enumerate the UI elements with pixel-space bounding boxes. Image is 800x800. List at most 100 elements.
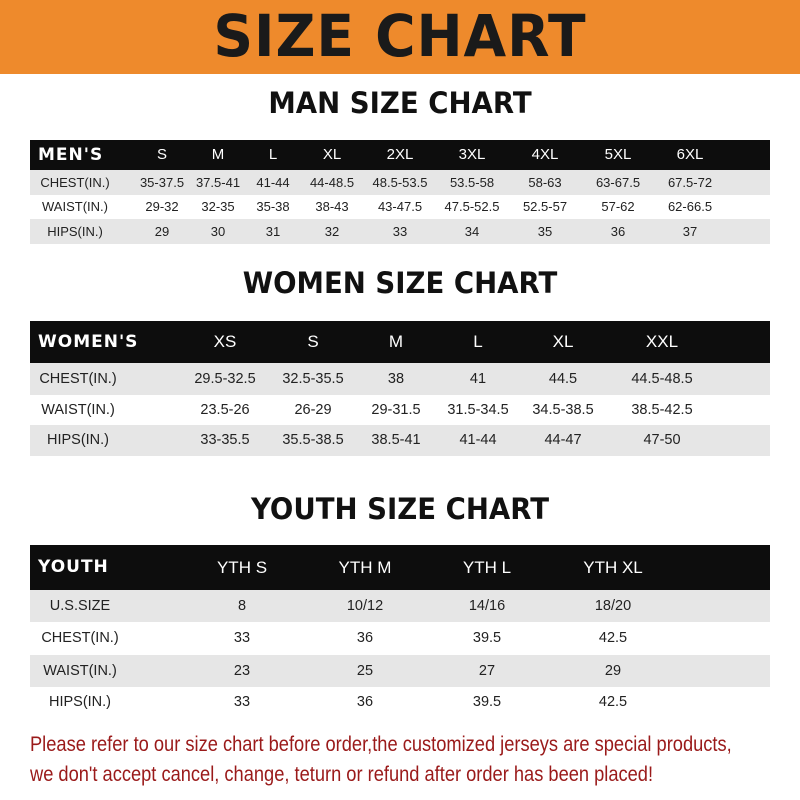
- table-cell: 58-63: [528, 175, 562, 190]
- notice-line-2: we don't accept cancel, change, teturn o…: [30, 763, 654, 786]
- measurement-label: CHEST(IN.): [39, 371, 117, 387]
- measurement-label: HIPS(IN.): [46, 432, 110, 448]
- women-section-title: WOMEN SIZE CHART: [242, 266, 558, 300]
- table-cell: 31: [265, 224, 281, 239]
- table-category-label: WOMEN'S: [38, 332, 139, 352]
- table-row: HIPS(IN.) 33 36 39.5 42.5: [30, 687, 770, 718]
- table-cell: 63-67.5: [595, 175, 641, 190]
- table-category-label: MEN'S: [38, 145, 104, 165]
- measurement-label: CHEST(IN.): [40, 175, 110, 190]
- size-header-cell: 5XL: [604, 146, 632, 163]
- table-cell: 39.5: [472, 630, 502, 646]
- table-cell: 39.5: [472, 694, 502, 710]
- table-category-label: YOUTH: [38, 557, 109, 577]
- table-row: HIPS(IN.) 33-35.5 35.5-38.5 38.5-41 41-44 44-…: [30, 425, 770, 456]
- table-cell: 29.5-32.5: [194, 371, 256, 387]
- table-cell: 47-50: [643, 432, 681, 448]
- table-cell: 29-32: [145, 199, 179, 214]
- table-cell: 41-44: [256, 175, 290, 190]
- size-header-cell: XL: [322, 146, 342, 163]
- table-cell: 44-47: [544, 432, 582, 448]
- table-cell: 31.5-34.5: [447, 402, 509, 418]
- table-cell: 30: [210, 224, 226, 239]
- table-cell: 25: [356, 663, 374, 679]
- table-row: CHEST(IN.) 29.5-32.5 32.5-35.5 38 41 44.5 44.5…: [30, 363, 770, 395]
- table-cell: 41-44: [459, 432, 497, 448]
- table-cell: 53.5-58: [449, 175, 495, 190]
- size-header-cell: 2XL: [386, 146, 414, 163]
- size-header-cell: S: [156, 146, 168, 163]
- size-header-cell: 4XL: [531, 146, 559, 163]
- table-cell: 42.5: [598, 694, 628, 710]
- men-section-title: MAN SIZE CHART: [268, 86, 532, 120]
- table-cell: 33: [233, 630, 251, 646]
- youth-section-title: YOUTH SIZE CHART: [250, 492, 550, 526]
- table-cell: 35.5-38.5: [282, 432, 344, 448]
- table-cell: 29: [604, 663, 622, 679]
- table-cell: 35-37.5: [139, 175, 185, 190]
- table-cell: 36: [356, 694, 374, 710]
- table-cell: 36: [610, 224, 626, 239]
- size-header-cell: XL: [552, 332, 574, 351]
- table-cell: 10/12: [346, 598, 384, 614]
- measurement-label: WAIST(IN.): [41, 402, 115, 418]
- table-cell: 26-29: [294, 402, 332, 418]
- men-size-table: MEN'S S M L XL 2XL 3XL 4XL 5XL 6XL CHEST(IN.) 35-37…: [30, 140, 770, 244]
- table-cell: 57-62: [601, 199, 635, 214]
- table-cell: 38-43: [315, 199, 349, 214]
- table-cell: 34.5-38.5: [532, 402, 594, 418]
- table-cell: 44-48.5: [309, 175, 355, 190]
- table-cell: 37.5-41: [195, 175, 241, 190]
- table-cell: 52.5-57: [522, 199, 568, 214]
- table-cell: 32-35: [201, 199, 235, 214]
- table-cell: 41: [469, 371, 487, 387]
- size-header-cell: S: [307, 332, 319, 351]
- women-size-table: WOMEN'S XS S M L XL XXL CHEST(IN.) 29.5-32.5 32.5…: [30, 321, 770, 456]
- table-row: HIPS(IN.) 29 30 31 32 33 34 35 36 37: [30, 219, 770, 244]
- table-cell: 62-66.5: [667, 199, 713, 214]
- measurement-label: HIPS(IN.): [47, 224, 103, 239]
- measurement-label: CHEST(IN.): [41, 630, 119, 646]
- size-header-cell: L: [268, 146, 278, 163]
- table-cell: 8: [237, 598, 247, 614]
- table-cell: 42.5: [598, 630, 628, 646]
- table-cell: 37: [682, 224, 698, 239]
- table-cell: 67.5-72: [667, 175, 713, 190]
- table-cell: 29-31.5: [371, 402, 421, 418]
- table-cell: 44.5-48.5: [631, 371, 693, 387]
- page-title: SIZE CHART: [213, 2, 587, 70]
- table-cell: 43-47.5: [377, 199, 423, 214]
- size-header-cell: L: [473, 332, 483, 351]
- table-cell: 38.5-42.5: [631, 402, 693, 418]
- youth-size-table: YOUTH YTH S YTH M YTH L YTH XL U.S.SIZE 8 10/12…: [30, 545, 770, 718]
- table-row: WAIST(IN.) 23.5-26 26-29 29-31.5 31.5-34.5 34…: [30, 395, 770, 425]
- table-cell: 33-35.5: [200, 432, 250, 448]
- size-header-cell: YTH S: [216, 558, 268, 577]
- size-header-cell: M: [388, 332, 404, 351]
- table-cell: 32: [324, 224, 340, 239]
- table-header-row: WOMEN'S XS S M L XL XXL: [30, 321, 770, 363]
- table-cell: 38.5-41: [371, 432, 421, 448]
- title-banner: SIZE CHART: [0, 0, 800, 74]
- notice-line-1: Please refer to our size chart before or…: [30, 733, 732, 756]
- size-header-cell: XXL: [645, 332, 679, 351]
- measurement-label: HIPS(IN.): [48, 694, 112, 710]
- table-cell: 33: [392, 224, 408, 239]
- table-cell: 38: [387, 371, 405, 387]
- table-cell: 27: [478, 663, 496, 679]
- measurement-label: WAIST(IN.): [42, 199, 108, 214]
- table-cell: 14/16: [468, 598, 506, 614]
- size-header-cell: YTH M: [338, 558, 392, 577]
- table-cell: 18/20: [594, 598, 632, 614]
- table-cell: 33: [233, 694, 251, 710]
- table-header-row: MEN'S S M L XL 2XL 3XL 4XL 5XL 6XL: [30, 140, 770, 170]
- measurement-label: WAIST(IN.): [43, 663, 117, 679]
- table-row: WAIST(IN.) 23 25 27 29: [30, 655, 770, 687]
- size-header-cell: YTH XL: [583, 558, 643, 577]
- table-cell: 29: [154, 224, 170, 239]
- table-header-row: YOUTH YTH S YTH M YTH L YTH XL: [30, 545, 770, 590]
- table-cell: 34: [464, 224, 480, 239]
- table-row: CHEST(IN.) 33 36 39.5 42.5: [30, 622, 770, 655]
- table-cell: 32.5-35.5: [282, 371, 344, 387]
